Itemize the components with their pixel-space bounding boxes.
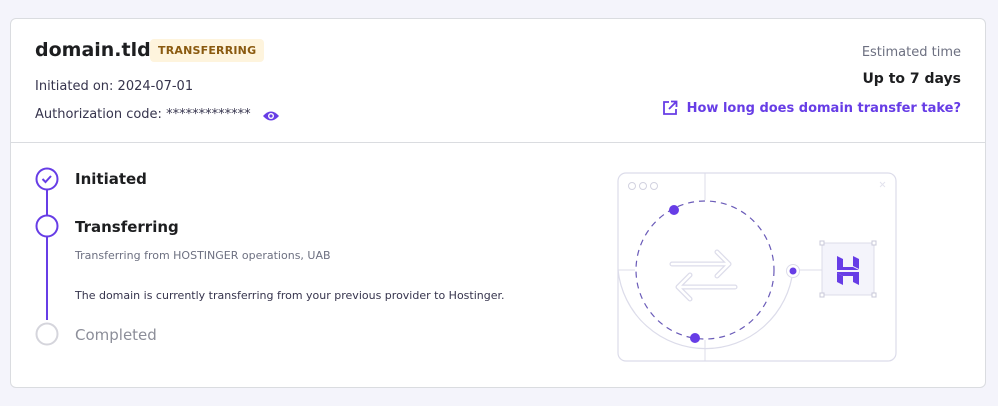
initiated-date: Initiated on: 2024-07-01 <box>35 79 194 94</box>
step-transferring-source: Transferring from HOSTINGER operations, … <box>75 249 331 262</box>
transfer-duration-link[interactable]: How long does domain transfer take? <box>662 100 961 116</box>
step-transferring: Transferring <box>75 218 179 236</box>
transfer-duration-link-text: How long does domain transfer take? <box>686 100 961 116</box>
pending-step-icon <box>35 322 59 346</box>
domain-transfer-card: domain.tld TRANSFERRING Initiated on: 20… <box>10 18 986 388</box>
domain-name: domain.tld <box>35 39 151 61</box>
authorization-code: Authorization code: ************* <box>35 107 251 122</box>
divider <box>11 142 985 143</box>
step-completed: Completed <box>75 326 157 344</box>
estimated-time-value: Up to 7 days <box>862 71 961 87</box>
eye-icon[interactable] <box>262 108 280 127</box>
estimated-time-label: Estimated time <box>861 45 961 60</box>
step-timeline <box>35 167 59 346</box>
current-step-icon <box>35 214 59 238</box>
transfer-illustration <box>617 172 897 362</box>
check-circle-icon <box>35 167 59 191</box>
step-transferring-description: The domain is currently transferring fro… <box>75 289 505 302</box>
hostinger-logo <box>837 256 859 285</box>
status-badge: TRANSFERRING <box>150 39 265 62</box>
step-initiated: Initiated <box>75 170 147 188</box>
external-link-icon <box>662 100 678 115</box>
